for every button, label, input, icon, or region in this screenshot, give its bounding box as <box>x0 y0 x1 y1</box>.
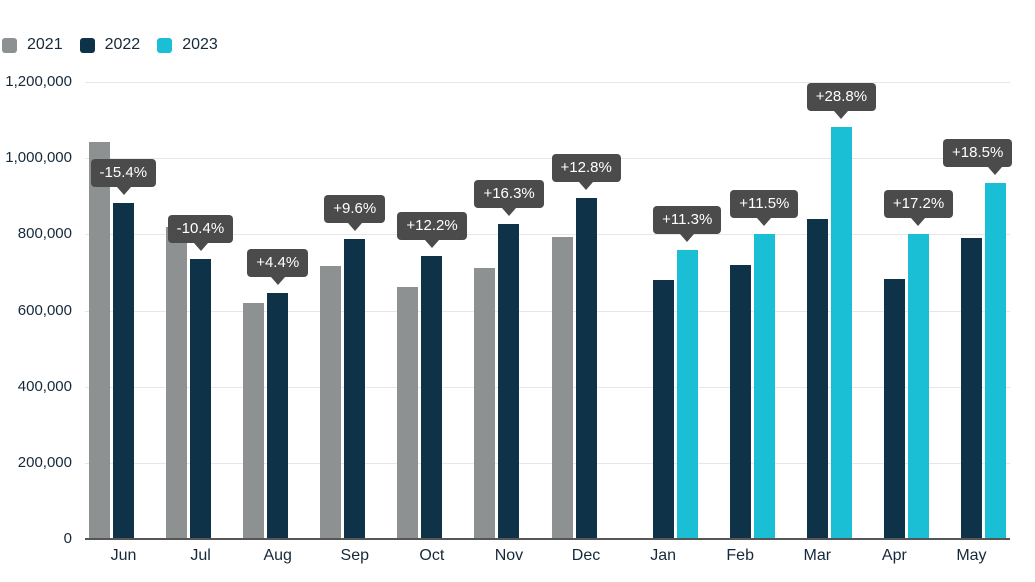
change-label-tail-mar <box>834 110 849 119</box>
y-tick-1000000: 1,000,000 <box>5 149 72 166</box>
x-tick-oct: Oct <box>419 547 445 564</box>
change-label-dec: +12.8% <box>551 153 621 182</box>
change-label-tail-may <box>988 166 1003 175</box>
bar-jun-2022[interactable] <box>113 202 135 539</box>
change-label-jun: -15.4% <box>90 158 157 187</box>
change-label-tail-aug <box>270 276 285 285</box>
legend: 2021 2022 2023 <box>2 36 218 54</box>
gridline-400000 <box>85 387 1010 388</box>
legend-item-2022[interactable]: 2022 <box>79 36 141 54</box>
bar-jan-2023[interactable] <box>676 250 698 539</box>
change-label-oct: +12.2% <box>397 212 467 241</box>
y-tick-400000: 400,000 <box>17 378 72 395</box>
x-tick-aug: Aug <box>263 547 292 564</box>
bar-apr-2022[interactable] <box>883 278 905 539</box>
legend-item-2021[interactable]: 2021 <box>2 36 63 54</box>
bar-nov-2021[interactable] <box>474 267 496 539</box>
gridline-200000 <box>85 463 1010 464</box>
x-axis-line <box>85 538 1010 540</box>
change-label-tail-jun <box>116 186 131 195</box>
x-tick-jan: Jan <box>650 547 677 564</box>
legend-swatch-2022-icon <box>79 37 95 53</box>
change-label-may: +18.5% <box>943 138 1013 167</box>
change-label-feb: +11.5% <box>730 189 799 218</box>
bar-nov-2022[interactable] <box>498 223 520 539</box>
y-tick-600000: 600,000 <box>17 302 72 319</box>
bar-jul-2022[interactable] <box>190 259 212 539</box>
x-tick-nov: Nov <box>494 547 524 564</box>
change-label-jan: +11.3% <box>653 206 722 235</box>
bar-dec-2021[interactable] <box>551 236 573 539</box>
x-tick-sep: Sep <box>340 547 370 564</box>
change-label-mar: +28.8% <box>806 82 877 111</box>
bar-feb-2023[interactable] <box>753 233 775 539</box>
x-tick-mar: Mar <box>803 547 832 564</box>
y-tick-200000: 200,000 <box>17 454 72 471</box>
bar-sep-2021[interactable] <box>320 265 342 539</box>
change-label-tail-apr <box>911 217 926 226</box>
change-label-sep: +9.6% <box>324 195 386 224</box>
bar-mar-2022[interactable] <box>806 218 828 539</box>
change-label-tail-feb <box>757 217 772 226</box>
legend-swatch-2023-icon <box>157 37 173 53</box>
legend-label-2021: 2021 <box>27 36 63 53</box>
bar-oct-2021[interactable] <box>397 286 419 539</box>
change-label-jul: -10.4% <box>167 215 234 244</box>
gridline-1200000 <box>85 82 1010 83</box>
bar-jul-2021[interactable] <box>166 226 188 539</box>
x-tick-dec: Dec <box>571 547 601 564</box>
legend-label-2022: 2022 <box>104 36 141 53</box>
change-label-tail-sep <box>347 223 362 232</box>
change-label-tail-oct <box>424 240 439 249</box>
gridline-800000 <box>85 234 1010 235</box>
bar-jan-2022[interactable] <box>652 279 674 539</box>
bar-feb-2022[interactable] <box>729 265 751 539</box>
change-label-tail-nov <box>501 207 516 216</box>
change-label-apr: +17.2% <box>883 189 954 218</box>
x-tick-apr: Apr <box>881 547 907 564</box>
x-tick-feb: Feb <box>726 547 754 564</box>
change-label-tail-jan <box>680 234 695 243</box>
legend-label-2023: 2023 <box>182 36 218 53</box>
x-tick-jul: Jul <box>190 547 211 564</box>
gridline-1000000 <box>85 158 1010 159</box>
bar-mar-2023[interactable] <box>830 126 852 539</box>
change-label-aug: +4.4% <box>247 248 309 277</box>
bar-aug-2022[interactable] <box>267 292 289 539</box>
change-label-tail-jul <box>193 243 208 252</box>
bar-may-2022[interactable] <box>960 238 982 539</box>
bar-aug-2021[interactable] <box>243 302 265 539</box>
x-tick-may: May <box>956 547 987 564</box>
x-tick-jun: Jun <box>110 547 137 564</box>
bar-oct-2022[interactable] <box>421 256 443 539</box>
y-tick-800000: 800,000 <box>17 225 72 242</box>
gridline-600000 <box>85 311 1010 312</box>
bar-apr-2023[interactable] <box>907 233 929 539</box>
y-tick-0: 0 <box>63 530 72 547</box>
bar-jun-2021[interactable] <box>89 141 111 539</box>
bar-may-2023[interactable] <box>984 182 1006 539</box>
legend-swatch-2021-icon <box>2 37 17 53</box>
y-tick-1200000: 1,200,000 <box>5 73 72 90</box>
change-label-nov: +16.3% <box>474 179 544 208</box>
bar-sep-2022[interactable] <box>344 239 366 539</box>
bar-dec-2022[interactable] <box>575 197 597 539</box>
change-label-tail-dec <box>579 181 594 190</box>
legend-item-2023[interactable]: 2023 <box>157 36 218 54</box>
